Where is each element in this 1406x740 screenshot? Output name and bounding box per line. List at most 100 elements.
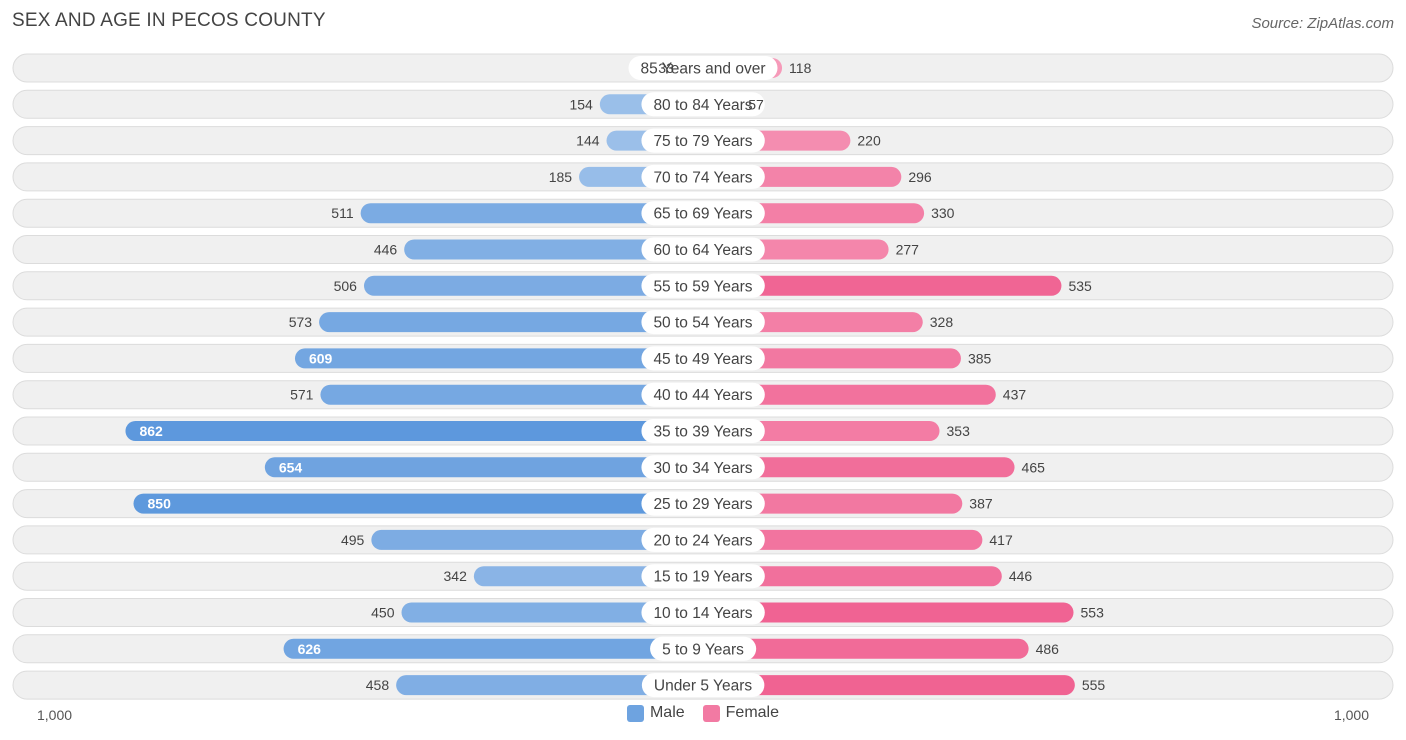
legend-label-female: Female	[725, 704, 780, 721]
x-axis-left-label: 1,000	[37, 707, 73, 723]
female-bar-45-to-49-years	[703, 348, 961, 369]
legend-item-female: Female	[702, 704, 780, 722]
female-bar-20-to-24-years	[703, 529, 983, 550]
category-label-under-5-years: Under 5 Years	[654, 678, 752, 695]
male-value-label-80-to-84-years: 154	[569, 96, 593, 112]
male-value-label-55-to-59-years: 506	[334, 278, 358, 294]
category-label-55-to-59-years: 55 to 59 Years	[653, 278, 752, 295]
male-value-label-50-to-54-years: 573	[289, 314, 313, 330]
female-value-label-45-to-49-years: 385	[968, 350, 992, 366]
female-value-label-under-5-years: 555	[1082, 677, 1106, 693]
male-bar-65-to-69-years	[360, 203, 703, 224]
category-label-15-to-19-years: 15 to 19 Years	[653, 569, 752, 586]
male-bar-55-to-59-years	[363, 275, 703, 296]
female-value-label-85-years-and-over: 118	[789, 60, 812, 76]
male-value-label-75-to-79-years: 144	[576, 133, 600, 149]
male-value-label-10-to-14-years: 450	[371, 605, 395, 621]
legend-swatch-male	[626, 704, 644, 722]
female-bar-25-to-29-years	[703, 493, 963, 514]
male-bar-30-to-34-years	[264, 457, 703, 478]
category-label-35-to-39-years: 35 to 39 Years	[653, 424, 752, 441]
male-bar-5-to-9-years	[283, 638, 703, 659]
category-label-45-to-49-years: 45 to 49 Years	[653, 351, 752, 368]
category-pill-75-to-79-years	[641, 128, 765, 153]
male-value-label-30-to-34-years: 654	[279, 459, 303, 475]
category-label-50-to-54-years: 50 to 54 Years	[653, 315, 752, 332]
female-bar-10-to-14-years	[703, 602, 1074, 623]
category-label-20-to-24-years: 20 to 24 Years	[653, 532, 752, 549]
male-value-label-35-to-39-years: 862	[139, 423, 163, 439]
male-value-label-under-5-years: 458	[366, 677, 390, 693]
female-value-label-10-to-14-years: 553	[1081, 605, 1105, 621]
category-pill-70-to-74-years	[641, 164, 765, 189]
category-pill-5-to-9-years	[650, 636, 757, 661]
source-credit: Source: ZipAtlas.com	[1251, 15, 1394, 32]
female-bar-55-to-59-years	[703, 275, 1062, 296]
female-value-label-65-to-69-years: 330	[931, 205, 955, 221]
category-label-85-years-and-over: 85 Years and over	[641, 61, 766, 78]
category-pill-under-5-years	[641, 673, 765, 698]
male-bar-25-to-29-years	[133, 493, 703, 514]
category-pill-60-to-64-years	[641, 237, 765, 262]
category-label-10-to-14-years: 10 to 14 Years	[653, 605, 752, 622]
female-value-label-80-to-84-years: 57	[748, 96, 764, 112]
male-value-label-40-to-44-years: 571	[290, 387, 314, 403]
female-value-label-50-to-54-years: 328	[930, 314, 954, 330]
legend: Male Female	[0, 704, 1406, 722]
male-bar-50-to-54-years	[319, 312, 703, 333]
category-pill-40-to-44-years	[641, 382, 765, 407]
female-bar-40-to-44-years	[703, 384, 996, 405]
female-value-label-15-to-19-years: 446	[1009, 568, 1033, 584]
male-bar-10-to-14-years	[401, 602, 703, 623]
category-pill-85-years-and-over	[628, 56, 778, 80]
x-axis-right-label: 1,000	[1333, 707, 1369, 723]
male-value-label-45-to-49-years: 609	[309, 350, 333, 366]
female-value-label-20-to-24-years: 417	[989, 532, 1013, 548]
category-pill-25-to-29-years	[641, 491, 765, 516]
female-value-label-25-to-29-years: 387	[969, 496, 993, 512]
female-value-label-55-to-59-years: 535	[1068, 278, 1092, 294]
legend-label-male: Male	[649, 704, 685, 721]
female-bar-30-to-34-years	[703, 457, 1015, 478]
male-value-label-15-to-19-years: 342	[444, 568, 468, 584]
category-pill-15-to-19-years	[641, 564, 765, 589]
male-value-label-5-to-9-years: 626	[298, 641, 322, 657]
legend-item-male: Male	[626, 704, 685, 722]
category-label-80-to-84-years: 80 to 84 Years	[653, 97, 752, 114]
category-pill-10-to-14-years	[641, 600, 765, 625]
category-pill-45-to-49-years	[641, 346, 765, 371]
male-bar-35-to-39-years	[125, 421, 703, 441]
male-bar-under-5-years	[396, 675, 703, 696]
male-value-label-25-to-29-years: 850	[148, 496, 172, 512]
female-value-label-40-to-44-years: 437	[1003, 387, 1027, 403]
category-label-75-to-79-years: 75 to 79 Years	[653, 133, 752, 150]
male-value-label-20-to-24-years: 495	[341, 532, 365, 548]
male-value-label-70-to-74-years: 185	[549, 169, 573, 185]
male-bar-60-to-64-years	[404, 239, 703, 260]
male-bar-20-to-24-years	[371, 529, 703, 550]
category-pill-30-to-34-years	[641, 455, 765, 480]
legend-swatch-female	[702, 704, 720, 722]
category-label-25-to-29-years: 25 to 29 Years	[653, 496, 752, 513]
male-bar-45-to-49-years	[294, 348, 703, 369]
category-label-70-to-74-years: 70 to 74 Years	[653, 169, 752, 186]
category-pill-20-to-24-years	[641, 527, 765, 552]
male-bar-40-to-44-years	[320, 384, 703, 405]
female-value-label-60-to-64-years: 277	[896, 242, 920, 258]
category-label-40-to-44-years: 40 to 44 Years	[653, 387, 752, 404]
male-value-label-65-to-69-years: 511	[331, 205, 354, 221]
category-label-65-to-69-years: 65 to 69 Years	[653, 206, 752, 223]
female-value-label-35-to-39-years: 353	[947, 423, 971, 439]
chart-title: SEX AND AGE IN PECOS COUNTY	[12, 10, 326, 31]
female-bar-under-5-years	[703, 675, 1075, 696]
category-pill-65-to-69-years	[641, 201, 765, 226]
female-value-label-30-to-34-years: 465	[1022, 459, 1046, 475]
category-label-5-to-9-years: 5 to 9 Years	[662, 641, 744, 658]
female-value-label-70-to-74-years: 296	[908, 169, 932, 185]
category-label-60-to-64-years: 60 to 64 Years	[653, 242, 752, 259]
female-value-label-75-to-79-years: 220	[857, 133, 881, 149]
category-pill-55-to-59-years	[641, 273, 765, 298]
male-value-label-85-years-and-over: 33	[658, 60, 674, 76]
male-value-label-60-to-64-years: 446	[374, 242, 398, 258]
